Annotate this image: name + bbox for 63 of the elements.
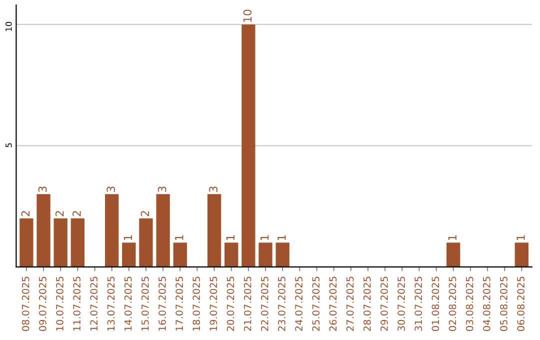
data-label: 3 [209, 186, 218, 192]
x-tick-label: 21.07.2025 [244, 276, 252, 331]
x-tick-label: 27.07.2025 [346, 276, 354, 331]
data-label: 2 [21, 211, 30, 216]
x-tick-label: 20.07.2025 [226, 276, 234, 331]
bar [104, 194, 119, 267]
x-tick-label: 13.07.2025 [107, 276, 115, 331]
data-label: 1 [260, 235, 269, 240]
data-label: 1 [278, 235, 286, 240]
bar [276, 242, 290, 267]
data-label: 3 [158, 186, 166, 192]
bar [258, 242, 272, 267]
bar [36, 194, 50, 267]
bar [139, 218, 153, 267]
x-tick-label: 12.07.2025 [90, 276, 98, 331]
data-label: 3 [38, 186, 47, 192]
bar [224, 242, 238, 267]
x-tick-label: 18.07.2025 [192, 276, 200, 331]
data-label: 1 [226, 235, 234, 240]
data-label: 1 [124, 235, 132, 240]
x-tick-label: 08.07.2025 [22, 276, 30, 331]
x-tick-label: 14.07.2025 [124, 276, 132, 331]
x-tick-label: 29.07.2025 [380, 276, 388, 331]
x-tick-label: 31.07.2025 [414, 276, 422, 331]
bar [207, 194, 222, 267]
x-tick-label: 25.07.2025 [312, 276, 320, 331]
bar [156, 194, 170, 267]
data-label: 2 [72, 211, 81, 216]
x-tick-label: 09.07.2025 [38, 276, 46, 331]
bar [514, 242, 528, 267]
x-tick-label: 06.08.2025 [517, 276, 524, 331]
data-label: 2 [55, 211, 64, 216]
data-label: 2 [140, 211, 150, 216]
data-label: 1 [175, 235, 184, 240]
bar [54, 218, 68, 267]
x-tick-label: 05.08.2025 [500, 276, 508, 331]
bar [70, 218, 85, 267]
x-tick-label: 19.07.2025 [210, 276, 218, 331]
bar [20, 218, 34, 267]
data-label: 10 [243, 10, 252, 22]
x-tick-label: 22.07.2025 [260, 276, 268, 331]
data-label: 3 [106, 186, 116, 192]
bar [446, 242, 460, 267]
bar [122, 242, 136, 267]
x-tick-label: 11.07.2025 [73, 276, 80, 331]
x-tick-label: 26.07.2025 [329, 276, 337, 331]
x-tick-label: 16.07.2025 [158, 276, 166, 331]
data-label: 1 [448, 235, 456, 240]
y-tick-label: 5 [6, 143, 12, 148]
x-tick-label: 30.07.2025 [398, 276, 405, 331]
x-tick-label: 04.08.2025 [482, 276, 490, 331]
x-tick-label: 23.07.2025 [278, 276, 286, 331]
data-label: 1 [516, 235, 525, 240]
bar [173, 242, 187, 267]
x-tick-label: 24.07.2025 [295, 276, 302, 331]
x-tick-label: 10.07.2025 [56, 276, 64, 331]
bar [242, 24, 256, 267]
x-tick-label: 15.07.2025 [141, 276, 149, 331]
x-tick-label: 02.08.2025 [448, 276, 456, 331]
x-tick-label: 03.08.2025 [466, 276, 474, 331]
x-tick-label: 17.07.2025 [176, 276, 183, 331]
x-tick-label: 28.07.2025 [363, 276, 371, 331]
x-tick-label: 01.08.2025 [432, 276, 440, 331]
